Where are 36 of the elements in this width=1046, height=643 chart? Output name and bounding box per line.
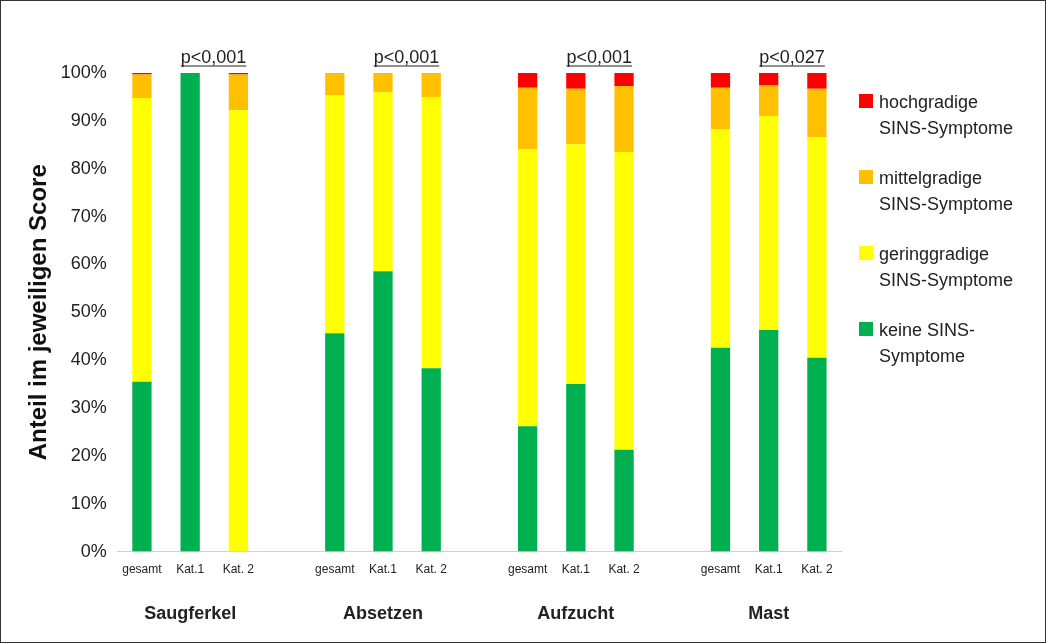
text: Saugferkel xyxy=(144,603,237,623)
legend-label: geringgradige SINS-Symptome xyxy=(879,243,1015,292)
x-tick-label: Kat. 2 xyxy=(801,562,833,577)
y-tick-label: 100% xyxy=(60,61,107,82)
y-tick-label: 0% xyxy=(80,540,107,561)
x-tick-label: Kat. 2 xyxy=(222,562,255,577)
legend-label: hochgradige SINS-Symptome xyxy=(879,91,1015,140)
text: p<0,001 xyxy=(180,47,247,67)
x-tick-label: Kat.1 xyxy=(754,562,784,577)
legend-label: keine SINS-Symptome xyxy=(879,319,977,368)
text: Mast xyxy=(748,603,790,623)
y-tick-label: 20% xyxy=(70,444,107,465)
text: Aufzucht xyxy=(537,603,615,623)
y-tick-label: 50% xyxy=(70,301,107,322)
x-tick-label: Kat.1 xyxy=(561,562,591,577)
y-tick-label: 60% xyxy=(70,253,107,274)
x-tick-label: gesamt xyxy=(122,562,163,577)
text: p<0,027 xyxy=(759,47,825,67)
x-tick-label: gesamt xyxy=(700,562,741,577)
y-tick-label: 10% xyxy=(70,492,107,513)
y-tick-label: 70% xyxy=(70,205,107,226)
y-axis-title: Anteil im jeweiligen Score xyxy=(24,164,52,461)
legend-label: mittelgradige SINS-Symptome xyxy=(879,167,1015,216)
y-tick-label: 80% xyxy=(70,157,107,178)
x-tick-label: gesamt xyxy=(507,562,548,577)
x-tick-label: gesamt xyxy=(315,562,356,577)
y-tick-label: 90% xyxy=(70,109,107,130)
x-tick-label: Kat. 2 xyxy=(415,562,448,577)
y-tick-label: 40% xyxy=(70,349,107,370)
x-tick-label: Kat.1 xyxy=(176,562,205,577)
x-tick-label: Kat. 2 xyxy=(608,562,641,577)
text: Absetzen xyxy=(342,603,423,623)
text: p<0,001 xyxy=(566,47,633,67)
y-tick-label: 30% xyxy=(70,396,107,417)
x-tick-label: Kat.1 xyxy=(368,562,398,577)
text: p<0,001 xyxy=(373,47,440,67)
